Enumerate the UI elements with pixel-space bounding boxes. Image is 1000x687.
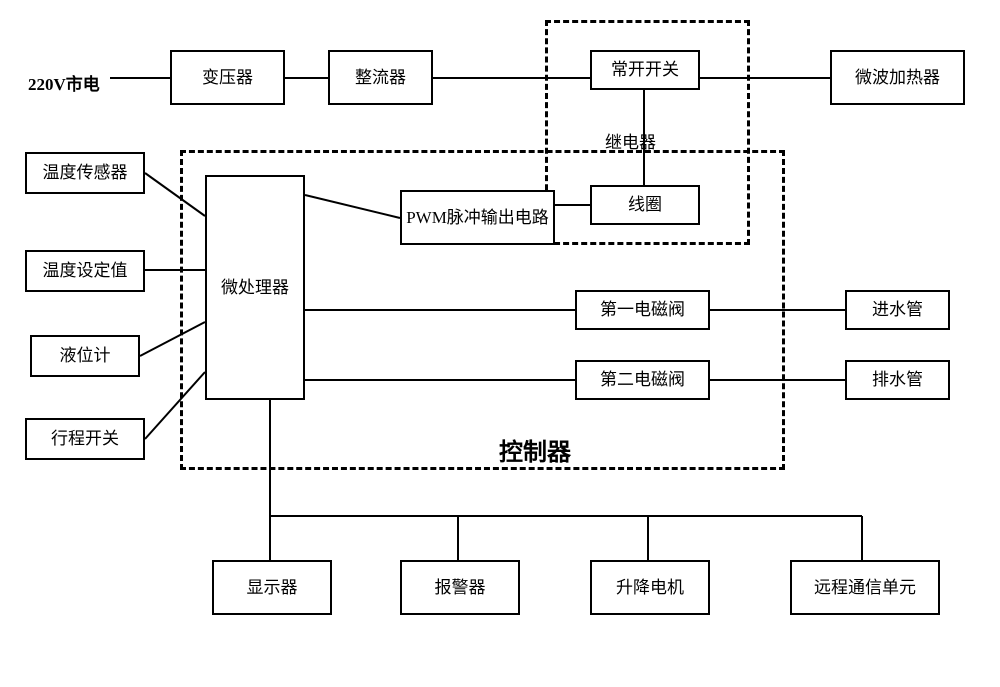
comm-label: 远程通信单元 bbox=[814, 577, 916, 598]
mcu-box: 微处理器 bbox=[205, 175, 305, 400]
relay-label: 继电器 bbox=[605, 128, 656, 153]
mains-label: 220V市电 bbox=[28, 70, 100, 95]
travel-sw-label: 行程开关 bbox=[51, 428, 119, 449]
valve1-box: 第一电磁阀 bbox=[575, 290, 710, 330]
outlet-label: 排水管 bbox=[872, 369, 923, 390]
coil-label: 线圈 bbox=[628, 194, 662, 215]
temp-set-box: 温度设定值 bbox=[25, 250, 145, 292]
pwm-label: PWM脉冲输出电路 bbox=[406, 207, 549, 228]
display-label: 显示器 bbox=[247, 577, 298, 598]
valve1-label: 第一电磁阀 bbox=[600, 299, 685, 320]
rectifier-box: 整流器 bbox=[328, 50, 433, 105]
mw-heater-label: 微波加热器 bbox=[855, 67, 940, 88]
pwm-box: PWM脉冲输出电路 bbox=[400, 190, 555, 245]
display-box: 显示器 bbox=[212, 560, 332, 615]
inlet-label: 进水管 bbox=[872, 299, 923, 320]
valve2-box: 第二电磁阀 bbox=[575, 360, 710, 400]
mw-heater-box: 微波加热器 bbox=[830, 50, 965, 105]
alarm-label: 报警器 bbox=[435, 577, 486, 598]
transformer-label: 变压器 bbox=[202, 67, 253, 88]
mcu-label: 微处理器 bbox=[221, 277, 289, 298]
level-gauge-label: 液位计 bbox=[60, 345, 111, 366]
outlet-box: 排水管 bbox=[845, 360, 950, 400]
motor-label: 升降电机 bbox=[616, 577, 684, 598]
temp-set-label: 温度设定值 bbox=[43, 260, 128, 281]
travel-sw-box: 行程开关 bbox=[25, 418, 145, 460]
motor-box: 升降电机 bbox=[590, 560, 710, 615]
temp-sensor-box: 温度传感器 bbox=[25, 152, 145, 194]
valve2-label: 第二电磁阀 bbox=[600, 369, 685, 390]
rectifier-label: 整流器 bbox=[355, 67, 406, 88]
level-gauge-box: 液位计 bbox=[30, 335, 140, 377]
comm-box: 远程通信单元 bbox=[790, 560, 940, 615]
transformer-box: 变压器 bbox=[170, 50, 285, 105]
no-switch-box: 常开开关 bbox=[590, 50, 700, 90]
alarm-box: 报警器 bbox=[400, 560, 520, 615]
controller-label: 控制器 bbox=[495, 432, 575, 467]
inlet-box: 进水管 bbox=[845, 290, 950, 330]
coil-box: 线圈 bbox=[590, 185, 700, 225]
no-switch-label: 常开开关 bbox=[611, 59, 679, 80]
temp-sensor-label: 温度传感器 bbox=[43, 162, 128, 183]
